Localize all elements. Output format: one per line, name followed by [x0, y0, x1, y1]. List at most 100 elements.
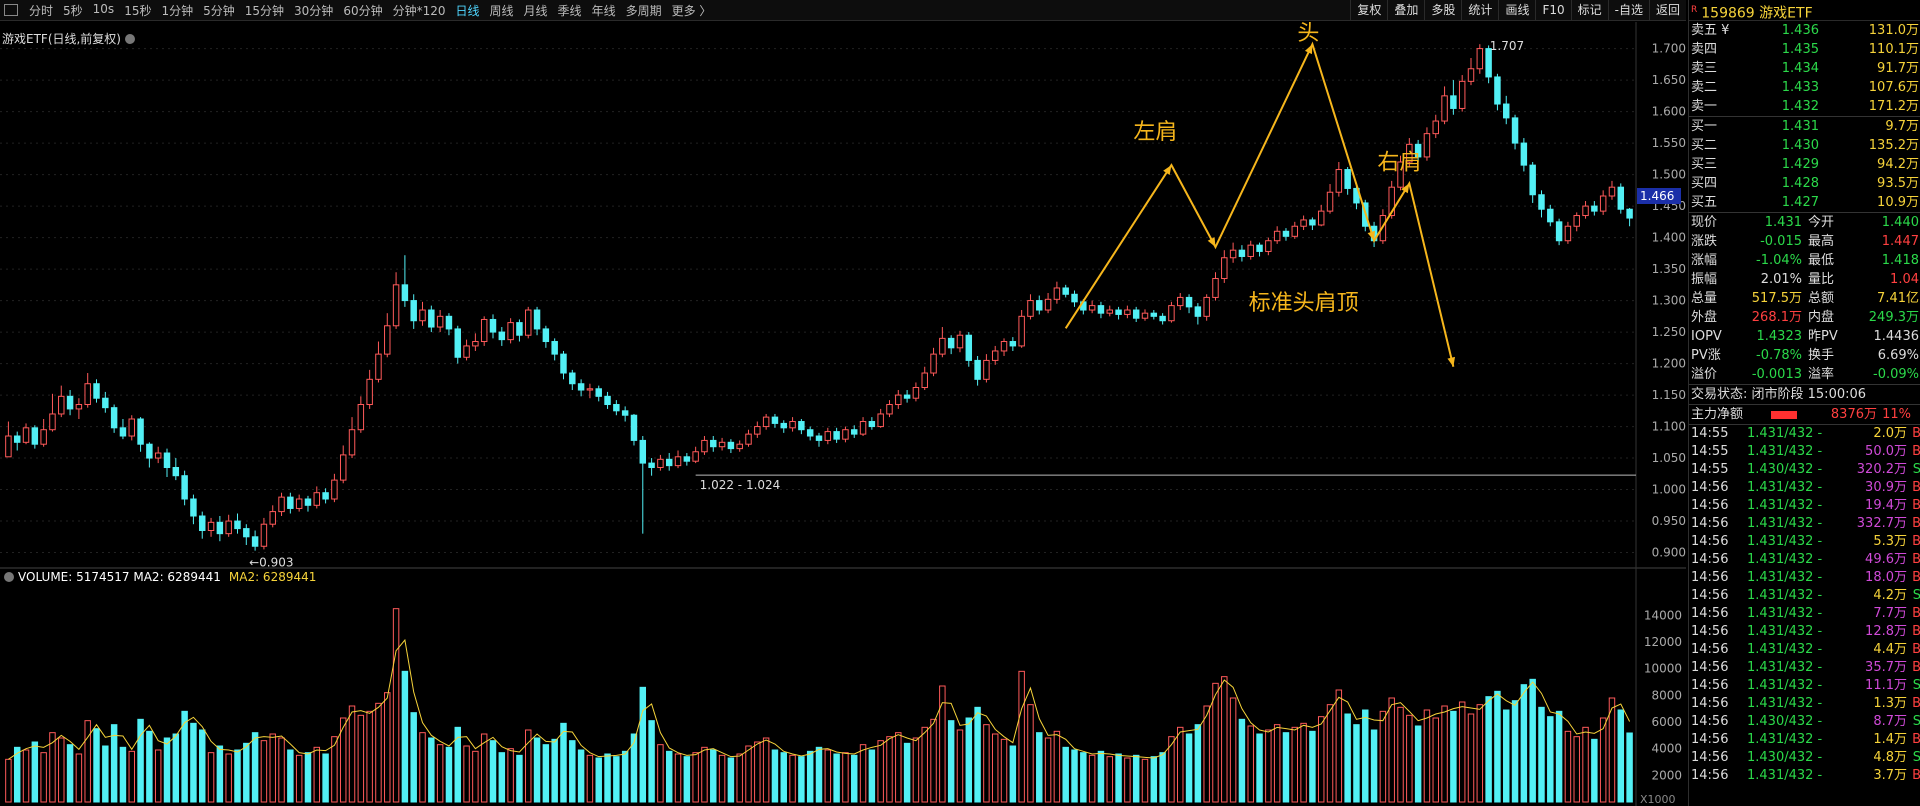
candle-body: [1335, 169, 1343, 193]
chart-canvas[interactable]: 1.7001.6501.6001.5501.5001.4501.4001.350…: [0, 22, 1686, 806]
ask-price: 1.436: [1781, 23, 1819, 38]
candle-body: [1185, 296, 1193, 308]
candle-body: [1106, 309, 1113, 314]
volume-bar: [868, 749, 876, 803]
candle-body: [762, 416, 770, 428]
candle-body: [1485, 48, 1492, 78]
volume-bar: [384, 692, 391, 803]
tick-time: 14:56: [1691, 624, 1729, 639]
tool-button[interactable]: 复权: [1350, 0, 1387, 20]
tick-row: 14:56 1.431/432 - 30.9万 B: [1689, 479, 1920, 497]
volume-bar: [313, 746, 321, 803]
tick-time: 14:55: [1691, 426, 1729, 441]
ask-label: 卖三: [1691, 61, 1718, 76]
volume-bar: [1194, 724, 1202, 803]
candle-body: [974, 359, 981, 380]
ask-label: 卖二: [1691, 80, 1718, 95]
candle-body: [1503, 103, 1510, 119]
tick-row: 14:55 1.431/432 - 2.0万 B: [1689, 425, 1920, 443]
stat-row: 现价 1.431 今开 1.440: [1689, 213, 1920, 232]
tool-button[interactable]: F10: [1535, 0, 1570, 20]
volume-bar: [234, 749, 241, 803]
volume-bar: [93, 728, 100, 803]
candle-body: [621, 410, 629, 416]
period-tab[interactable]: 5分钟: [203, 3, 235, 18]
period-tab[interactable]: 多周期: [625, 3, 662, 18]
tool-button[interactable]: 标记: [1570, 0, 1608, 20]
price-tick-label: 1.500: [1652, 168, 1686, 182]
tick-side: B: [1912, 516, 1920, 531]
candle-body: [895, 394, 902, 406]
candle-body: [683, 456, 691, 462]
period-tab[interactable]: 60分钟: [343, 3, 383, 18]
volume-bar: [842, 752, 849, 803]
volume-bar: [1353, 724, 1360, 803]
pattern-arrowhead: [1163, 165, 1172, 175]
period-tab[interactable]: 分时: [29, 3, 54, 18]
tick-side: B: [1912, 642, 1920, 657]
period-tab[interactable]: 分钟*120: [392, 3, 446, 18]
stat-key: 量比: [1808, 272, 1835, 287]
candle-body: [1441, 95, 1448, 122]
period-tab[interactable]: 15分钟: [244, 3, 285, 18]
tick-time: 14:56: [1691, 732, 1729, 747]
tool-button[interactable]: 统计: [1461, 0, 1498, 20]
period-tab[interactable]: 季线: [557, 3, 582, 18]
annotation-pattern: 标准头肩顶: [1249, 291, 1359, 316]
candle-body: [199, 515, 206, 532]
tick-volume: 49.6万: [1865, 552, 1907, 567]
period-tab[interactable]: 年线: [591, 3, 616, 18]
layout-icon[interactable]: [4, 4, 18, 16]
volume-settings-icon[interactable]: [4, 572, 14, 582]
candle-body: [507, 322, 514, 341]
price-tick-label: 1.150: [1652, 388, 1686, 402]
settings-dot-icon[interactable]: [125, 34, 135, 44]
stat-key: 外盘: [1691, 310, 1718, 325]
tool-button[interactable]: 叠加: [1387, 0, 1424, 20]
candle-body: [5, 435, 12, 458]
period-tab[interactable]: 30分钟: [294, 3, 334, 18]
volume-bar: [806, 750, 814, 803]
candle-body: [225, 520, 232, 535]
candle-body: [1150, 312, 1158, 317]
tick-list[interactable]: 14:55 1.431/432 - 2.0万 B 14:55 1.431/432 - 50.…: [1689, 424, 1920, 785]
tick-time: 14:55: [1691, 444, 1729, 459]
candle-body: [1591, 205, 1598, 212]
volume-bar: [295, 754, 303, 803]
candle-body: [630, 414, 638, 441]
bid-volume: 94.2万: [1877, 157, 1919, 172]
tick-price: 1.431/432 -: [1747, 768, 1823, 783]
volume-bar: [533, 737, 541, 803]
volume-bar: [216, 745, 224, 803]
candle-body: [137, 418, 144, 445]
volume-bar: [128, 750, 135, 803]
candle-body: [1282, 230, 1290, 237]
tool-button[interactable]: 多股: [1424, 0, 1461, 20]
tick-price: 1.431/432 -: [1747, 498, 1823, 513]
period-tab[interactable]: 1分钟: [161, 3, 194, 18]
period-tab[interactable]: 10s: [92, 1, 115, 16]
volume-bar: [13, 746, 21, 803]
tool-button[interactable]: 画线: [1498, 0, 1535, 20]
period-tab[interactable]: 15秒: [124, 3, 152, 18]
period-tab[interactable]: 更多 〉: [671, 3, 712, 18]
volume-bar: [1009, 745, 1017, 803]
volume-bar: [577, 749, 585, 803]
candle-body: [313, 492, 321, 506]
volume-bar: [1238, 718, 1246, 803]
tick-volume: 11.1万: [1865, 678, 1907, 693]
stat-value: 2.01%: [1760, 272, 1802, 287]
period-tab[interactable]: 日线: [455, 3, 480, 18]
period-tab[interactable]: 周线: [489, 3, 514, 18]
ask-label: 卖五 ¥: [1691, 23, 1730, 38]
period-tab[interactable]: 5秒: [63, 3, 83, 18]
tool-button[interactable]: 返回: [1648, 0, 1686, 20]
period-tab[interactable]: 月线: [523, 3, 548, 18]
tick-side: S: [1912, 750, 1920, 765]
tool-button[interactable]: -自选: [1607, 0, 1649, 20]
volume-bar: [710, 749, 717, 803]
candle-body: [489, 318, 497, 333]
tick-row: 14:56 1.431/432 - 1.4万 B: [1689, 731, 1920, 749]
volume-bar: [815, 746, 823, 803]
candle-body: [1273, 230, 1281, 242]
